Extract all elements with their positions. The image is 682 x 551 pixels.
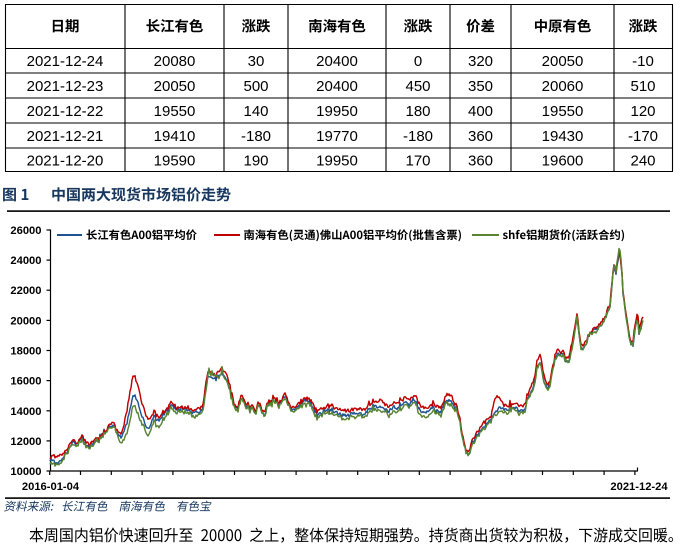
svg-text:10000: 10000: [10, 466, 41, 478]
svg-text:-180: -180: [241, 128, 271, 145]
svg-text:190: 190: [243, 152, 268, 169]
svg-text:2021-12-24: 2021-12-24: [27, 53, 104, 70]
svg-text:320: 320: [468, 53, 493, 70]
svg-text:20050: 20050: [542, 53, 584, 70]
svg-text:120: 120: [630, 103, 655, 120]
svg-text:12000: 12000: [10, 436, 41, 448]
svg-text:14000: 14000: [10, 406, 41, 418]
svg-text:2021-12-22: 2021-12-22: [27, 103, 104, 120]
svg-text:19770: 19770: [316, 128, 358, 145]
svg-text:19410: 19410: [154, 128, 196, 145]
svg-text:19550: 19550: [542, 103, 584, 120]
svg-text:20400: 20400: [316, 78, 358, 95]
svg-text:20080: 20080: [154, 53, 196, 70]
svg-text:16000: 16000: [10, 376, 41, 388]
svg-text:2021-12-23: 2021-12-23: [27, 78, 104, 95]
svg-text:19590: 19590: [154, 152, 196, 169]
svg-text:-10: -10: [632, 53, 654, 70]
svg-text:170: 170: [405, 152, 430, 169]
svg-text:30: 30: [248, 53, 265, 70]
svg-text:24000: 24000: [10, 255, 41, 267]
svg-text:240: 240: [630, 152, 655, 169]
svg-text:19550: 19550: [154, 103, 196, 120]
svg-text:360: 360: [468, 128, 493, 145]
svg-text:20050: 20050: [154, 78, 196, 95]
svg-text:20400: 20400: [316, 53, 358, 70]
svg-text:140: 140: [243, 103, 268, 120]
svg-text:-170: -170: [628, 128, 658, 145]
svg-text:2021-12-24: 2021-12-24: [610, 481, 668, 493]
svg-text:2021-12-20: 2021-12-20: [27, 152, 104, 169]
svg-text:2021-12-21: 2021-12-21: [27, 128, 104, 145]
svg-text:360: 360: [468, 152, 493, 169]
svg-text:350: 350: [468, 78, 493, 95]
svg-text:400: 400: [468, 103, 493, 120]
svg-text:19600: 19600: [542, 152, 584, 169]
svg-text:20000: 20000: [10, 315, 41, 327]
svg-text:20060: 20060: [542, 78, 584, 95]
svg-text:510: 510: [630, 78, 655, 95]
svg-text:22000: 22000: [10, 285, 41, 297]
svg-text:26000: 26000: [10, 225, 41, 237]
svg-text:0: 0: [414, 53, 422, 70]
svg-text:19950: 19950: [316, 152, 358, 169]
svg-text:500: 500: [243, 78, 268, 95]
svg-text:450: 450: [405, 78, 430, 95]
svg-text:19430: 19430: [542, 128, 584, 145]
svg-text:-180: -180: [403, 128, 433, 145]
svg-text:18000: 18000: [10, 346, 41, 358]
svg-text:2016-01-04: 2016-01-04: [22, 481, 80, 493]
svg-text:19950: 19950: [316, 103, 358, 120]
svg-text:180: 180: [405, 103, 430, 120]
